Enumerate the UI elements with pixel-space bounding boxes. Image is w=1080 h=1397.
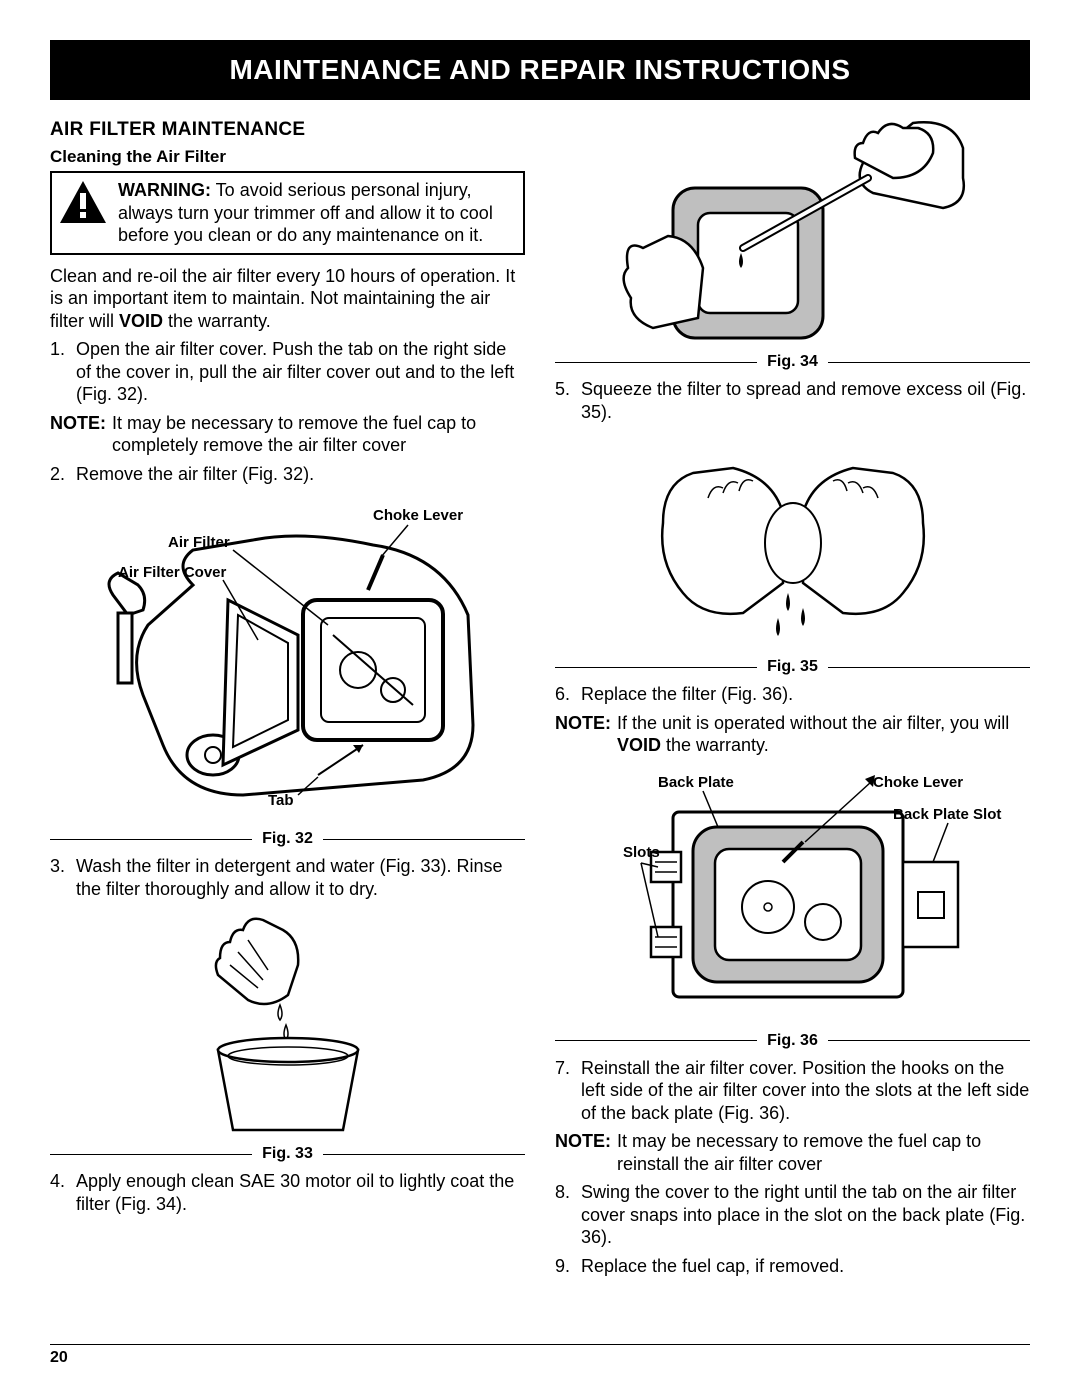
- note-3: NOTE: It may be necessary to remove the …: [555, 1130, 1030, 1175]
- step-4: 4.Apply enough clean SAE 30 motor oil to…: [50, 1170, 525, 1215]
- step-8-text: Swing the cover to the right until the t…: [581, 1181, 1030, 1249]
- callout-choke-lever-2: Choke Lever: [873, 774, 963, 791]
- section-title: AIR FILTER MAINTENANCE: [50, 118, 525, 142]
- step-2: 2.Remove the air filter (Fig. 32).: [50, 463, 525, 486]
- note-3-text: It may be necessary to remove the fuel c…: [617, 1130, 1030, 1175]
- fig-33-label: Fig. 33: [252, 1144, 323, 1164]
- warning-triangle-icon: [58, 179, 108, 225]
- callout-choke-lever: Choke Lever: [373, 507, 463, 524]
- callout-back-plate: Back Plate: [658, 774, 734, 791]
- figure-36: Back Plate Choke Lever Back Plate Slot S…: [555, 767, 1030, 1027]
- note-3-label: NOTE:: [555, 1130, 611, 1175]
- fig-32-label: Fig. 32: [252, 829, 323, 849]
- figure-35: [555, 433, 1030, 653]
- step-2-text: Remove the air filter (Fig. 32).: [76, 463, 314, 486]
- figure-33: [50, 910, 525, 1140]
- figure-35-caption: Fig. 35: [555, 657, 1030, 677]
- figure-36-caption: Fig. 36: [555, 1031, 1030, 1051]
- fig-35-label: Fig. 35: [757, 657, 828, 677]
- note-2b: the warranty.: [661, 735, 769, 755]
- note-2-bold: VOID: [617, 735, 661, 755]
- figure-34-svg: [613, 118, 973, 348]
- left-column: AIR FILTER MAINTENANCE Cleaning the Air …: [50, 118, 525, 1283]
- callout-air-filter: Air Filter: [168, 534, 230, 551]
- warning-box: WARNING: To avoid serious personal injur…: [50, 171, 525, 255]
- warning-label: WARNING:: [118, 180, 211, 200]
- note-1-label: NOTE:: [50, 412, 106, 457]
- page-banner: MAINTENANCE AND REPAIR INSTRUCTIONS: [50, 40, 1030, 100]
- callout-tab: Tab: [268, 792, 294, 809]
- step-1-text: Open the air filter cover. Push the tab …: [76, 338, 525, 406]
- step-3: 3.Wash the filter in detergent and water…: [50, 855, 525, 900]
- step-5: 5.Squeeze the filter to spread and remov…: [555, 378, 1030, 423]
- figure-32-svg: Choke Lever Air Filter Air Filter Cover …: [73, 495, 503, 825]
- note-2a: If the unit is operated without the air …: [617, 713, 1009, 733]
- step-7: 7.Reinstall the air filter cover. Positi…: [555, 1057, 1030, 1125]
- subheading: Cleaning the Air Filter: [50, 146, 525, 167]
- step-4-text: Apply enough clean SAE 30 motor oil to l…: [76, 1170, 525, 1215]
- figure-34: [555, 118, 1030, 348]
- figure-33-caption: Fig. 33: [50, 1144, 525, 1164]
- fig-34-label: Fig. 34: [757, 352, 828, 372]
- step-7-text: Reinstall the air filter cover. Position…: [581, 1057, 1030, 1125]
- callout-air-filter-cover: Air Filter Cover: [118, 564, 227, 581]
- warning-text: WARNING: To avoid serious personal injur…: [118, 179, 515, 247]
- figure-35-svg: [633, 433, 953, 653]
- page-number: 20: [50, 1349, 68, 1367]
- right-column: Fig. 34 5.Squeeze the filter to spread a…: [555, 118, 1030, 1283]
- note-1-text: It may be necessary to remove the fuel c…: [112, 412, 525, 457]
- callout-back-plate-slot: Back Plate Slot: [893, 806, 1001, 823]
- note-2-label: NOTE:: [555, 712, 611, 757]
- step-3-text: Wash the filter in detergent and water (…: [76, 855, 525, 900]
- figure-34-caption: Fig. 34: [555, 352, 1030, 372]
- fig-36-label: Fig. 36: [757, 1031, 828, 1051]
- step-1: 1.Open the air filter cover. Push the ta…: [50, 338, 525, 406]
- step-9-text: Replace the fuel cap, if removed.: [581, 1255, 844, 1278]
- intro-b: the warranty.: [163, 311, 271, 331]
- step-9: 9.Replace the fuel cap, if removed.: [555, 1255, 1030, 1278]
- figure-32-caption: Fig. 32: [50, 829, 525, 849]
- step-6-text: Replace the filter (Fig. 36).: [581, 683, 793, 706]
- step-8: 8.Swing the cover to the right until the…: [555, 1181, 1030, 1249]
- note-2-text: If the unit is operated without the air …: [617, 712, 1030, 757]
- figure-36-svg: Back Plate Choke Lever Back Plate Slot S…: [573, 767, 1013, 1027]
- intro-bold: VOID: [119, 311, 163, 331]
- figure-32: Choke Lever Air Filter Air Filter Cover …: [50, 495, 525, 825]
- figure-33-svg: [178, 910, 398, 1140]
- note-1: NOTE: It may be necessary to remove the …: [50, 412, 525, 457]
- step-5-text: Squeeze the filter to spread and remove …: [581, 378, 1030, 423]
- note-2: NOTE: If the unit is operated without th…: [555, 712, 1030, 757]
- intro-paragraph: Clean and re-oil the air filter every 10…: [50, 265, 525, 333]
- footer-rule: [50, 1344, 1030, 1345]
- callout-slots: Slots: [623, 844, 660, 861]
- step-6: 6.Replace the filter (Fig. 36).: [555, 683, 1030, 706]
